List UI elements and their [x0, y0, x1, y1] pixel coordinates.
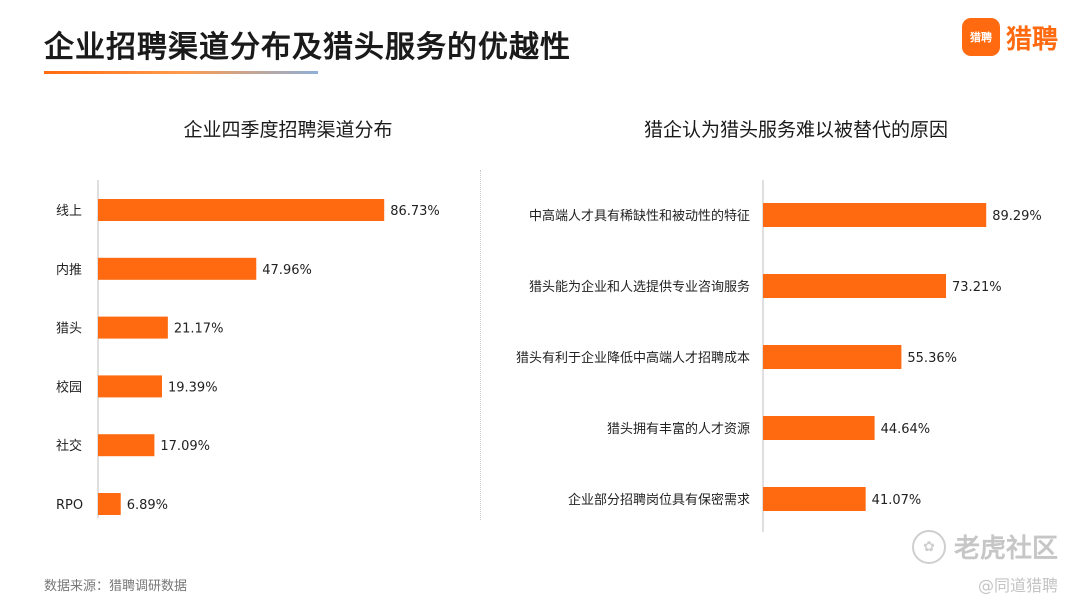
category-label: 猎头能为企业和人选提供专业咨询服务	[529, 279, 750, 295]
category-label: 内推	[56, 262, 82, 278]
data-label: 44.64%	[881, 422, 931, 437]
bar	[98, 199, 385, 221]
data-label: 21.17%	[174, 322, 224, 337]
brand-logo: 猎聘 猎聘	[961, 18, 1058, 56]
bar	[98, 316, 168, 339]
bar	[98, 375, 162, 398]
account-handle: @同道猎聘	[977, 576, 1058, 595]
data-label: 73.21%	[952, 280, 1002, 295]
bar	[763, 345, 902, 369]
category-label: 中高端人才具有稀缺性和被动性的特征	[529, 208, 750, 224]
bar	[763, 416, 875, 440]
paw-icon: ✿	[911, 529, 946, 564]
data-label: 55.36%	[907, 351, 957, 366]
data-label: 6.89%	[127, 498, 168, 513]
category-label: 猎头	[56, 322, 82, 337]
logo-text: 猎聘	[1005, 24, 1058, 55]
watermark-text: 老虎社区	[953, 534, 1058, 564]
bar	[763, 274, 947, 298]
right-chart-title: 猎企认为猎头服务难以被替代的原因	[643, 119, 948, 141]
data-label: 47.96%	[262, 263, 312, 278]
data-label: 89.29%	[992, 209, 1042, 224]
bar	[763, 487, 866, 511]
data-label: 86.73%	[390, 204, 440, 219]
bar	[98, 434, 155, 457]
category-label: 企业部分招聘岗位具有保密需求	[568, 492, 750, 508]
bar	[98, 257, 257, 280]
category-label: 猎头拥有丰富的人才资源	[607, 421, 750, 437]
data-source: 数据来源：猎聘调研数据	[44, 579, 188, 594]
left-chart-title: 企业四季度招聘渠道分布	[183, 119, 393, 141]
data-label: 19.39%	[168, 380, 218, 395]
data-label: 41.07%	[872, 493, 922, 508]
category-label: RPO	[56, 498, 83, 513]
category-label: 线上	[56, 204, 82, 219]
category-label: 社交	[56, 438, 82, 454]
watermark: ✿ 老虎社区	[911, 528, 1058, 565]
bar	[98, 493, 121, 515]
page-title: 企业招聘渠道分布及猎头服务的优越性	[44, 30, 571, 65]
category-label: 猎头有利于企业降低中高端人才招聘成本	[516, 350, 750, 366]
data-label: 17.09%	[160, 439, 210, 454]
chart-divider	[480, 170, 481, 520]
bar	[763, 203, 987, 227]
logo-icon: 猎聘	[961, 18, 1000, 56]
title-underline	[44, 71, 318, 74]
category-label: 校园	[56, 379, 82, 395]
